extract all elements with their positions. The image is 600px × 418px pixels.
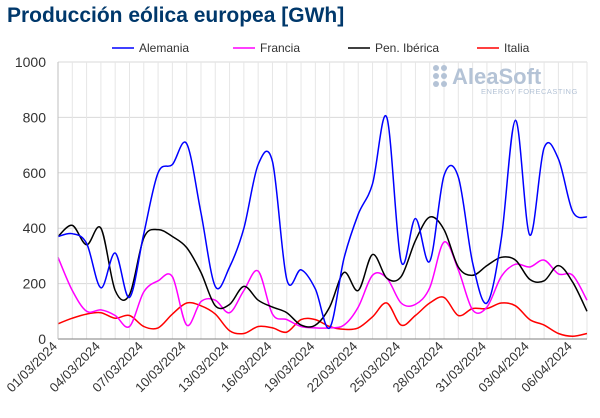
- grid-lines: [57, 61, 588, 339]
- y-tick-label: 400: [23, 220, 47, 236]
- axes: 0200400600800100001/03/202404/03/202407/…: [3, 54, 587, 395]
- legend-label: Pen. Ibérica: [375, 41, 439, 55]
- y-tick-label: 200: [23, 276, 47, 292]
- logo-tagline: ENERGY FORECASTING: [481, 87, 578, 96]
- logo-mark-icon: [433, 65, 447, 87]
- chart-title: Producción eólica europea [GWh]: [7, 4, 345, 27]
- aleasoft-logo: AleaSoft ENERGY FORECASTING: [433, 64, 578, 96]
- y-tick-label: 1000: [15, 54, 46, 70]
- y-tick-label: 800: [23, 109, 47, 125]
- y-tick-label: 600: [23, 165, 47, 181]
- legend: Alemania Francia Pen. Ibérica Italia: [112, 41, 530, 55]
- y-tick-label: 0: [38, 331, 46, 347]
- series-lines: [57, 114, 588, 337]
- legend-label: Alemania: [139, 41, 189, 55]
- series-line-italia: [57, 296, 588, 337]
- series-line-francia: [57, 241, 588, 329]
- series-line-pen-ib-rica: [57, 216, 588, 328]
- logo-name: AleaSoft: [452, 64, 542, 89]
- series-line-alemania: [57, 114, 588, 329]
- legend-label: Francia: [260, 41, 300, 55]
- legend-label: Italia: [504, 41, 530, 55]
